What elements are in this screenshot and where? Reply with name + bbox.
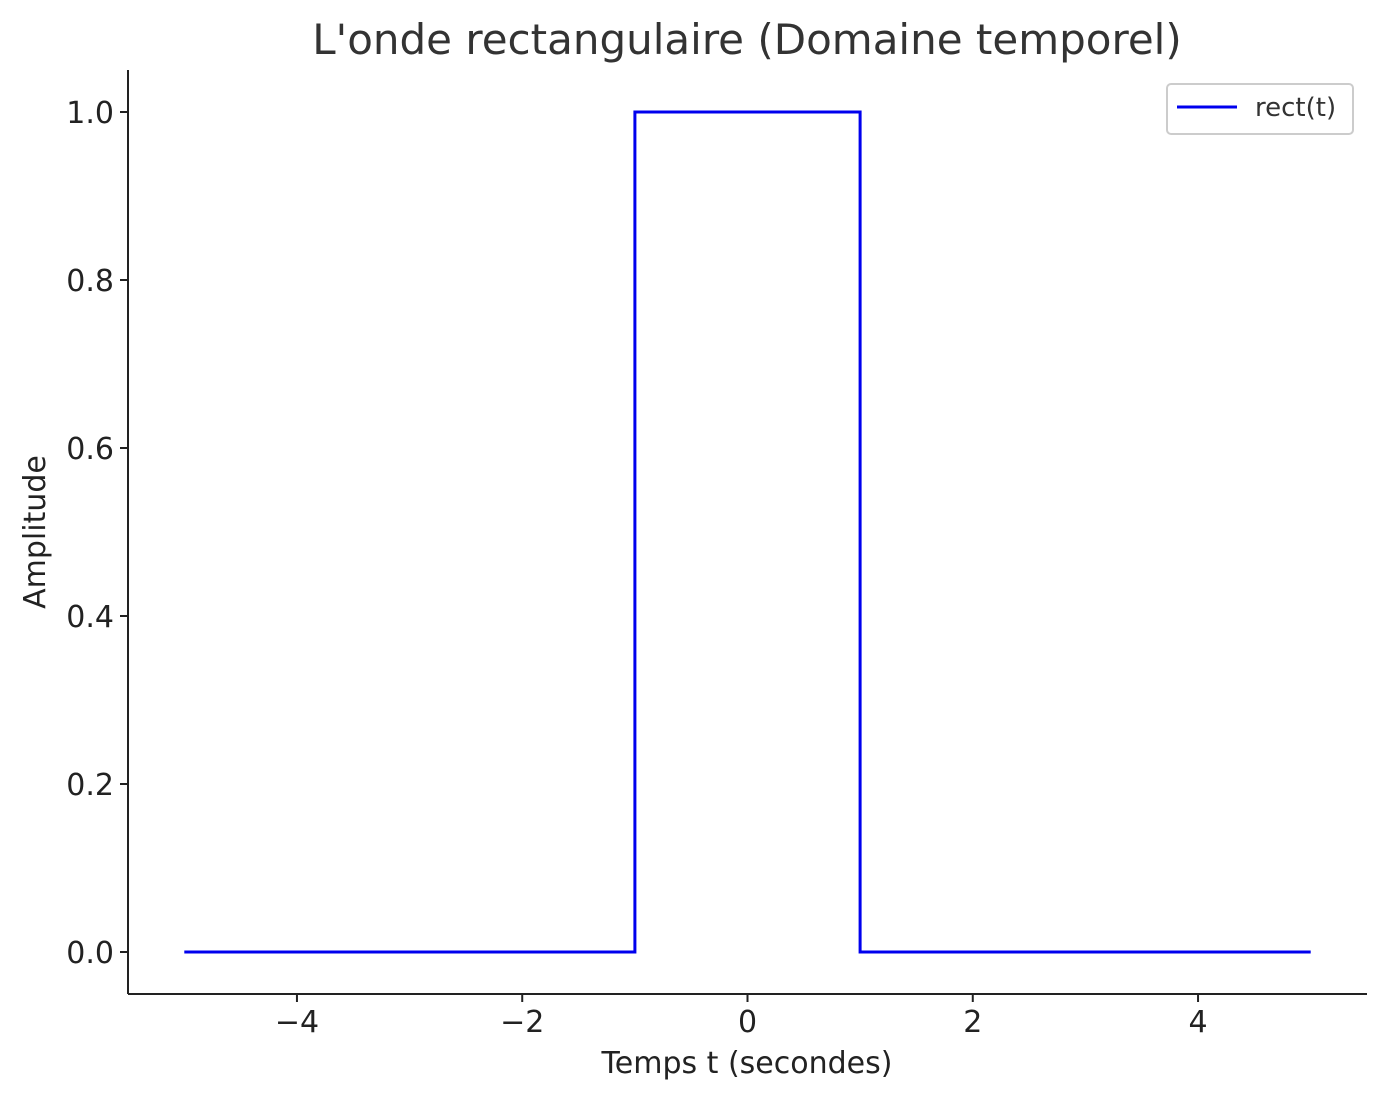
x-ticks: −4 −2 0 2 4 [275, 994, 1208, 1040]
y-tick-label: 0.2 [66, 768, 114, 803]
plot-area: −4 −2 0 2 4 0.0 0.2 0.4 0.6 0.8 1.0 [66, 70, 1367, 1040]
legend: rect(t) [1166, 83, 1354, 135]
x-tick-label: 0 [738, 1005, 757, 1040]
legend-label-rect-t: rect(t) [1255, 93, 1336, 123]
x-axis-label: Temps t (secondes) [601, 1046, 893, 1081]
y-tick-label: 0.4 [66, 600, 114, 635]
x-tick-label: 2 [963, 1005, 982, 1040]
chart-title: L'onde rectangulaire (Domaine temporel) [312, 15, 1181, 64]
legend-box [1166, 83, 1354, 135]
y-ticks: 0.0 0.2 0.4 0.6 0.8 1.0 [66, 96, 128, 971]
x-tick-label: 4 [1188, 1005, 1207, 1040]
x-tick-label: −4 [275, 1005, 319, 1040]
series-line-rect-t [184, 110, 1311, 954]
y-tick-label: 0.6 [66, 432, 114, 467]
x-tick-label: −2 [500, 1005, 544, 1040]
series-layer [184, 110, 1311, 954]
y-tick-label: 0.8 [66, 264, 114, 299]
y-tick-label: 1.0 [66, 96, 114, 131]
y-tick-label: 0.0 [66, 936, 114, 971]
y-axis-label: Amplitude [18, 455, 53, 609]
